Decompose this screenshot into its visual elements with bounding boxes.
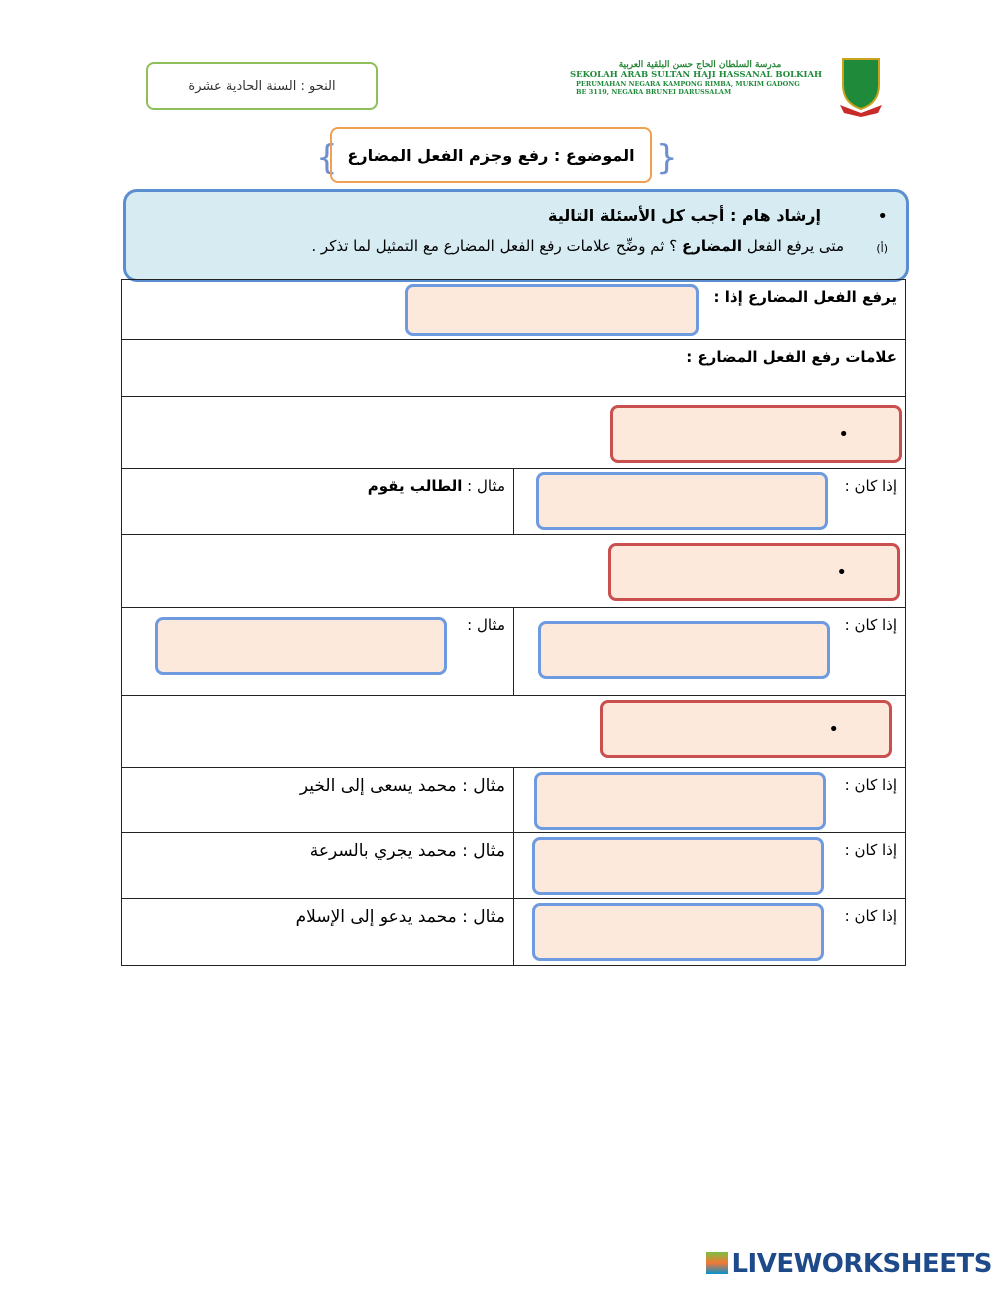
example-text: محمد يجري بالسرعة — [309, 841, 457, 861]
bullet-icon: • — [828, 719, 839, 740]
example-label: مثال : محمد يسعى إلى الخير — [299, 776, 505, 796]
instructions-heading: إرشاد هام : أجب كل الأسئلة التالية — [547, 206, 821, 225]
example-text: الطالب يقوم — [367, 477, 463, 495]
if-label: إذا كان : — [844, 841, 897, 859]
marks-title: علامات رفع الفعل المضارع : — [686, 348, 897, 366]
if-cell: إذا كان : — [513, 607, 906, 696]
question-bold: المضارع — [681, 237, 743, 255]
example-label: مثال : محمد يدعو إلى الإسلام — [295, 907, 505, 927]
bullet-icon: • — [838, 424, 849, 445]
mark-row-3: • — [121, 695, 906, 768]
question-part-2: ؟ ثم وضِّح علامات رفع الفعل المضارع مع ا… — [311, 237, 678, 255]
if-label: إذا كان : — [844, 907, 897, 925]
if-input-1[interactable] — [536, 472, 828, 530]
if-input-5[interactable] — [532, 903, 824, 961]
raise-when-input[interactable] — [405, 284, 699, 336]
if-input-2[interactable] — [538, 621, 830, 679]
school-crest-logo — [840, 58, 882, 117]
example-cell: مثال : محمد يدعو إلى الإسلام — [121, 898, 514, 966]
brand-text: LIVEWORKSHEETS — [731, 1249, 992, 1279]
if-cell: إذا كان : — [513, 832, 906, 899]
example-input[interactable] — [155, 617, 447, 675]
example-label: مثال : محمد يجري بالسرعة — [309, 841, 505, 861]
worksheet-table: يرفع الفعل المضارع إذا : علامات رفع الفع… — [121, 279, 906, 966]
topic-title: الموضوع : رفع وجزم الفعل المضارع — [330, 127, 652, 183]
subject-label: النحو : السنة الحادية عشرة — [146, 62, 378, 110]
example-text: محمد يدعو إلى الإسلام — [295, 907, 457, 927]
mark-input-1[interactable]: • — [610, 405, 902, 463]
example-label: مثال : — [467, 616, 505, 634]
raise-when-row: يرفع الفعل المضارع إذا : — [121, 279, 906, 340]
if-cell: إذا كان : — [513, 468, 906, 535]
question-part-1: متى يرفع الفعل — [746, 237, 844, 255]
school-address-1: PERUMAHAN NEGARA KAMPONG RIMBA, MUKIM GA… — [576, 80, 800, 88]
bullet-icon: • — [877, 206, 888, 227]
example-cell: مثال : محمد يجري بالسرعة — [121, 832, 514, 899]
example-cell: مثال : — [121, 607, 514, 696]
question-text: متى يرفع الفعل المضارع ؟ ثم وضِّح علامات… — [311, 237, 844, 255]
instructions-box: • إرشاد هام : أجب كل الأسئلة التالية (أ)… — [123, 189, 909, 282]
right-brace-decoration: } — [656, 138, 678, 178]
liveworksheets-logo: LIVEWORKSHEETS — [706, 1249, 992, 1279]
mark-input-2[interactable]: • — [608, 543, 900, 601]
example-label: مثال : الطالب يقوم — [367, 477, 505, 495]
bullet-icon: • — [836, 562, 847, 583]
question-marker: (أ) — [876, 242, 888, 255]
example-text: محمد يسعى إلى الخير — [299, 776, 457, 796]
example-cell: مثال : الطالب يقوم — [121, 468, 514, 535]
school-arabic-name: مدرسة السلطان الحاج حسن البلقية العربية — [618, 60, 782, 70]
mark-input-3[interactable]: • — [600, 700, 892, 758]
mark-row-2: • — [121, 534, 906, 608]
if-label: إذا كان : — [844, 776, 897, 794]
if-input-3[interactable] — [534, 772, 826, 830]
if-label: إذا كان : — [844, 477, 897, 495]
if-cell: إذا كان : — [513, 767, 906, 833]
liveworksheets-icon — [706, 1252, 729, 1274]
if-input-4[interactable] — [532, 837, 824, 895]
school-header: مدرسة السلطان الحاج حسن البلقية العربية … — [570, 60, 830, 96]
if-label: إذا كان : — [844, 616, 897, 634]
if-cell: إذا كان : — [513, 898, 906, 966]
raise-when-label: يرفع الفعل المضارع إذا : — [713, 288, 897, 306]
school-address-2: BE 3119, NEGARA BRUNEI DARUSSALAM — [576, 88, 732, 96]
left-brace-decoration: { — [316, 138, 338, 178]
example-cell: مثال : محمد يسعى إلى الخير — [121, 767, 514, 833]
school-name: SEKOLAH ARAB SULTAN HAJI HASSANAL BOLKIA… — [570, 70, 823, 80]
mark-row-1: • — [121, 396, 906, 469]
marks-title-row: علامات رفع الفعل المضارع : — [121, 339, 906, 397]
